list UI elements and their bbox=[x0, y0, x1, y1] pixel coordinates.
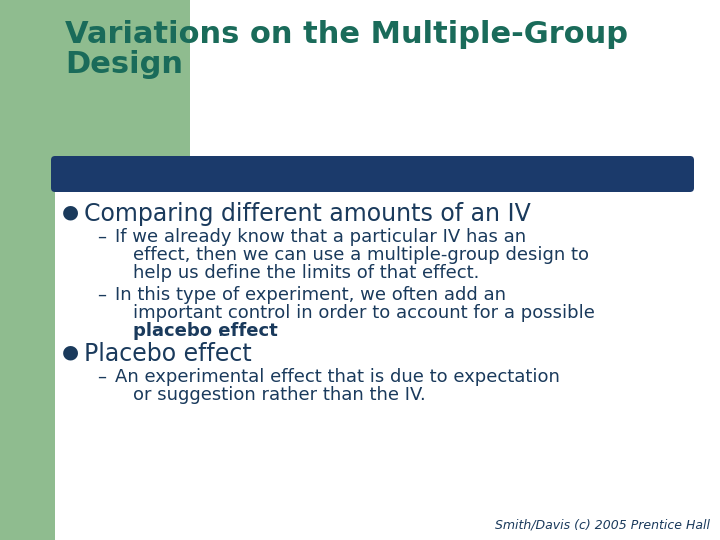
Text: ●: ● bbox=[62, 202, 79, 221]
Text: effect, then we can use a multiple-group design to: effect, then we can use a multiple-group… bbox=[133, 246, 589, 264]
Text: Variations on the Multiple-Group: Variations on the Multiple-Group bbox=[65, 20, 628, 49]
Text: help us define the limits of that effect.: help us define the limits of that effect… bbox=[133, 264, 480, 282]
Text: ●: ● bbox=[62, 342, 79, 361]
Text: –: – bbox=[97, 286, 106, 304]
Text: important control in order to account for a possible: important control in order to account fo… bbox=[133, 304, 595, 322]
Bar bbox=[0, 170, 55, 540]
Text: If we already know that a particular IV has an: If we already know that a particular IV … bbox=[115, 228, 526, 246]
Text: Smith/Davis (c) 2005 Prentice Hall: Smith/Davis (c) 2005 Prentice Hall bbox=[495, 519, 710, 532]
FancyBboxPatch shape bbox=[51, 156, 694, 192]
Text: or suggestion rather than the IV.: or suggestion rather than the IV. bbox=[133, 386, 426, 404]
Text: Placebo effect: Placebo effect bbox=[84, 342, 252, 366]
Text: In this type of experiment, we often add an: In this type of experiment, we often add… bbox=[115, 286, 506, 304]
Text: placebo effect: placebo effect bbox=[133, 322, 278, 340]
Bar bbox=[0, 0, 190, 170]
Text: An experimental effect that is due to expectation: An experimental effect that is due to ex… bbox=[115, 368, 560, 386]
Text: Comparing different amounts of an IV: Comparing different amounts of an IV bbox=[84, 202, 531, 226]
Text: –: – bbox=[97, 228, 106, 246]
Text: –: – bbox=[97, 368, 106, 386]
Text: .: . bbox=[217, 322, 222, 340]
Text: Design: Design bbox=[65, 50, 183, 79]
